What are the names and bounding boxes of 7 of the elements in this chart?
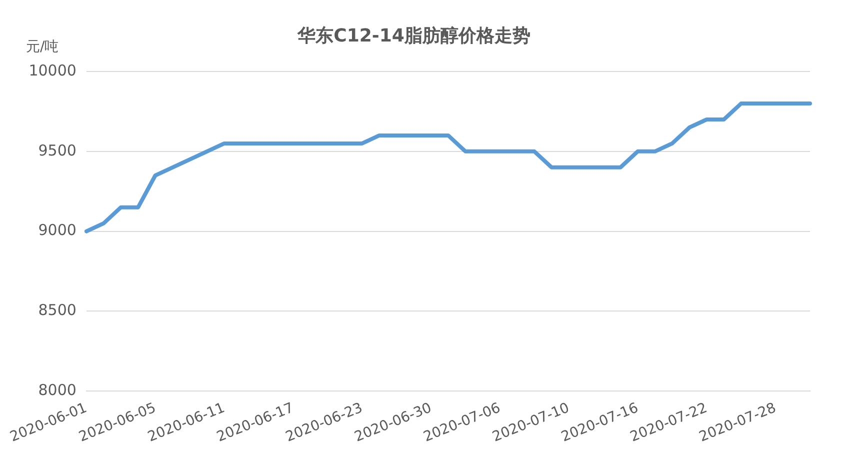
y-tick-label: 10000 [28, 61, 76, 80]
y-tick-label: 8500 [38, 301, 76, 319]
y-tick-label: 9000 [38, 221, 76, 240]
y-tick-label: 8000 [38, 380, 76, 399]
y-tick-label: 9500 [38, 141, 76, 160]
chart-title: 华东C12-14脂肪醇价格走势 [296, 25, 530, 46]
y-axis-title: 元/吨 [26, 38, 59, 56]
